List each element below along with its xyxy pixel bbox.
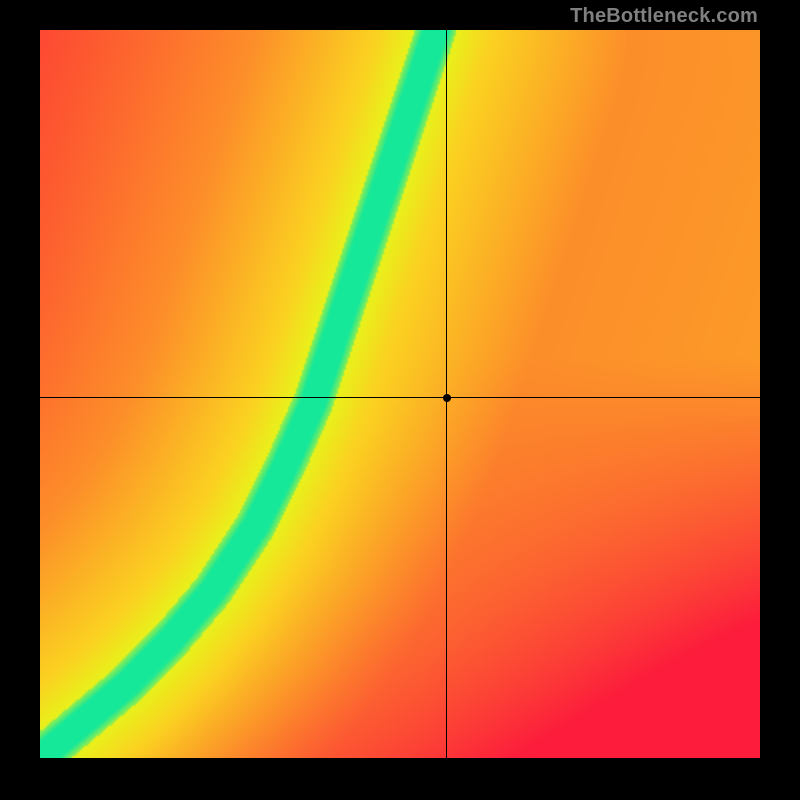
chart-container: TheBottleneck.com (0, 0, 800, 800)
source-watermark: TheBottleneck.com (570, 5, 758, 28)
heatmap-plot (40, 30, 760, 758)
heatmap-canvas (40, 30, 760, 758)
crosshair-horizontal (40, 397, 760, 398)
crosshair-marker (443, 394, 451, 402)
